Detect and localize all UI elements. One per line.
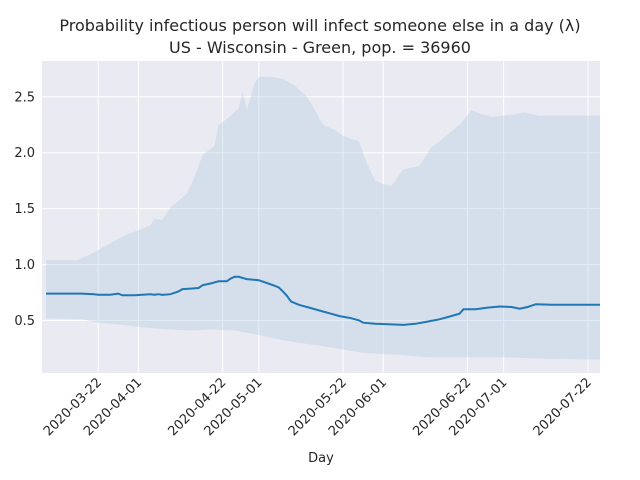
x-axis-label: Day: [308, 451, 334, 466]
y-tick-label: 2.0: [14, 146, 35, 161]
x-gridlines: [97, 61, 589, 373]
y-tick-labels: 0.5 1.0 1.5 2.0 2.5: [14, 90, 35, 329]
x-tick-label: 2020-07-22: [531, 375, 595, 439]
y-tick-label: 2.5: [14, 90, 35, 105]
chart-title-line1: Probability infectious person will infec…: [59, 16, 580, 35]
chart-title-line2: US - Wisconsin - Green, pop. = 36960: [169, 38, 471, 57]
y-tick-label: 0.5: [14, 314, 35, 329]
y-tick-label: 1.0: [14, 258, 35, 273]
series-line: [46, 275, 600, 326]
y-gridlines: [42, 96, 600, 321]
plot-area: [42, 61, 600, 373]
y-tick-label: 1.5: [14, 202, 35, 217]
